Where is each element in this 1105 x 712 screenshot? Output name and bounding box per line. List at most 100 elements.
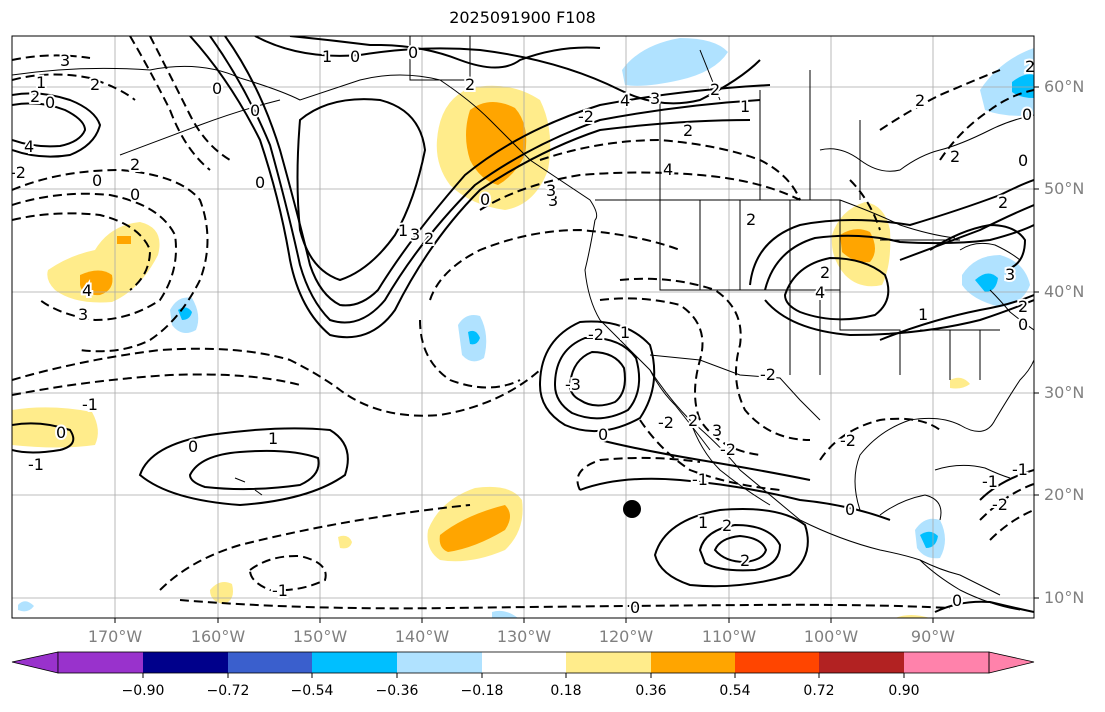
contour-label: 0: [350, 47, 360, 66]
colorbar-segment: [58, 652, 143, 673]
contour-label: 4: [82, 281, 92, 300]
contour-label: 0: [1018, 315, 1028, 334]
lat-label: 60°N: [1044, 77, 1085, 96]
shade-subtrop-inner: [439, 505, 510, 552]
contour-solid-se: [934, 600, 1034, 613]
coast-east-us: [989, 289, 1034, 331]
contour-dash-12: [539, 138, 801, 201]
colorbar-label: −0.18: [460, 683, 504, 699]
contour-label: 4: [24, 137, 34, 156]
contour-label: 0: [212, 79, 222, 98]
contour-label: 2: [465, 75, 475, 94]
colorbar: [11, 651, 1035, 678]
colorbar-frame: [57, 651, 990, 674]
contour-label: 0: [845, 500, 855, 519]
colorbar-label: 0.18: [550, 683, 582, 699]
contour-label: 2: [710, 80, 720, 99]
coast-aleutians: [119, 99, 281, 156]
lat-label: 30°N: [1044, 383, 1085, 402]
contour-dash-4: [12, 347, 541, 417]
contour-label: 2: [740, 551, 750, 570]
shade-small-3: [950, 377, 970, 389]
contour-label: -2: [840, 431, 856, 450]
colorbar-left-extend: [11, 651, 59, 674]
contour-dash-16: [819, 417, 941, 461]
contour-dash-18: [879, 69, 1001, 131]
contour-label: -1: [82, 395, 98, 414]
colorbar-segment: [651, 652, 735, 673]
contour-label: -1: [28, 455, 44, 474]
contour-solid-ne: [879, 294, 1034, 341]
shading-layer: [12, 38, 1034, 618]
contour-dash-25: [639, 419, 781, 491]
contour-dash-9: [429, 228, 681, 301]
contour-solid-closed-ridge: [296, 98, 427, 282]
contour-dash-6: [159, 504, 471, 591]
contour-label: 1: [620, 323, 630, 342]
contour-solid-alaska-ridge: [289, 36, 601, 69]
lon-label: 170°W: [87, 627, 143, 646]
coast-central-am: [919, 559, 1001, 596]
colorbar-label: −0.36: [375, 683, 419, 699]
contour-solid-lakes-1: [929, 223, 1027, 271]
contour-label: 2: [688, 411, 698, 430]
contour-dash-3: [12, 212, 152, 291]
contour-solid-zero-bottom: [579, 477, 891, 521]
contour-dash-1: [12, 168, 209, 353]
border-us-canada: [595, 199, 956, 239]
shade-cold-ne-outer: [980, 48, 1034, 116]
contour-label: -2: [588, 325, 604, 344]
contour-label: 2: [1025, 57, 1035, 76]
coast-yucatan: [879, 494, 942, 521]
contour-label: -2: [578, 107, 594, 126]
contour-label: 3: [712, 421, 722, 440]
contour-solid-east-low-2: [783, 256, 890, 321]
colorbar-ticks: [142, 673, 905, 678]
contour-solid-west-trough-3: [224, 36, 771, 307]
coast-hawaii: [234, 477, 263, 496]
contour-label: -2: [658, 413, 674, 432]
contour-dash-22: [129, 36, 211, 171]
contour-label: 2: [1018, 297, 1028, 316]
contour-label: 2: [820, 263, 830, 282]
contour-label: 1: [322, 47, 332, 66]
coast-hudson: [819, 114, 1034, 172]
contour-label: 3: [650, 89, 660, 108]
contour-label: 2: [130, 155, 140, 174]
contour-label: 2: [950, 147, 960, 166]
shade-pnw-inner: [466, 101, 527, 185]
contours: [12, 36, 1034, 613]
colorbar-label: 0.36: [635, 683, 667, 699]
shade-cold-small: [18, 601, 34, 612]
contour-label: 0: [408, 43, 418, 62]
coast-mexico-pac: [689, 419, 771, 506]
contour-solid-east-low-1: [764, 224, 1034, 291]
colorbar-label: −0.72: [206, 683, 250, 699]
shade-cold-pac2-inner: [468, 330, 480, 345]
contour-label: 3: [410, 225, 420, 244]
colorbar-label: 0.90: [888, 683, 920, 699]
contour-dash-7: [248, 554, 327, 592]
contour-dash-24: [12, 54, 91, 61]
contour-dash-5: [12, 373, 301, 396]
contour-solid-hawaii-2: [188, 449, 320, 491]
contour-label: -2: [760, 365, 776, 384]
contour-label: 0: [1022, 105, 1032, 124]
contour-solid-wpac-1: [12, 92, 102, 158]
lat-label: 20°N: [1044, 485, 1085, 504]
contour-solid-west-trough-2: [209, 36, 761, 324]
colorbar-segment: [904, 652, 989, 673]
contour-label: 0: [1018, 151, 1028, 170]
contour-solid-wpac-2: [12, 102, 87, 148]
contour-dash-15: [576, 456, 701, 491]
coast-canada: [409, 36, 471, 81]
contour-label: 0: [480, 190, 490, 209]
contour-label: -2: [992, 495, 1008, 514]
contour-solid-zero-mex: [599, 439, 811, 481]
colorbar-segment: [819, 652, 904, 673]
contour-solid-mex-2: [698, 523, 782, 572]
contour-label: 1: [918, 305, 928, 324]
contour-label: 4: [663, 160, 673, 179]
contour-label: 0: [92, 171, 102, 190]
shade-cold-alaska: [622, 38, 728, 86]
